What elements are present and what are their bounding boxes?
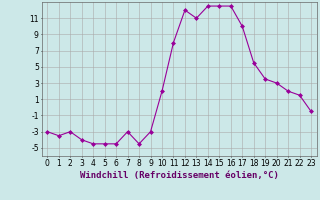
X-axis label: Windchill (Refroidissement éolien,°C): Windchill (Refroidissement éolien,°C) bbox=[80, 171, 279, 180]
